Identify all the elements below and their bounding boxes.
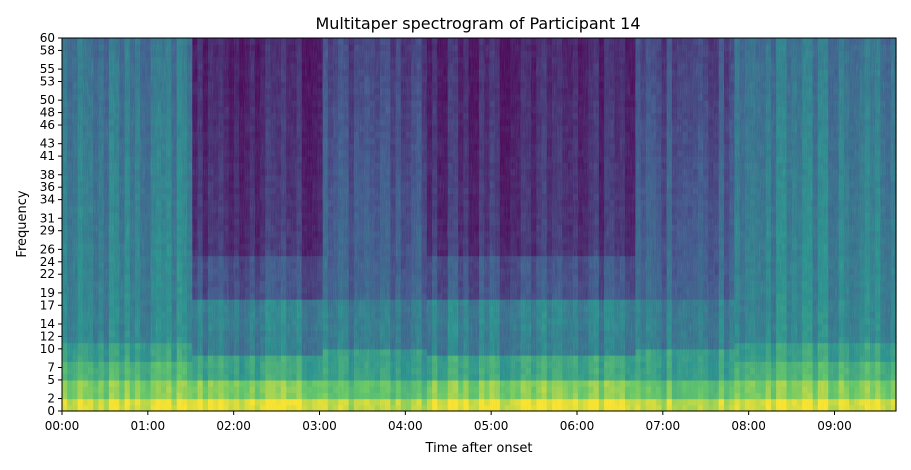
chart-title: Multitaper spectrogram of Participant 14 [315,14,640,33]
plot-area [61,37,897,412]
